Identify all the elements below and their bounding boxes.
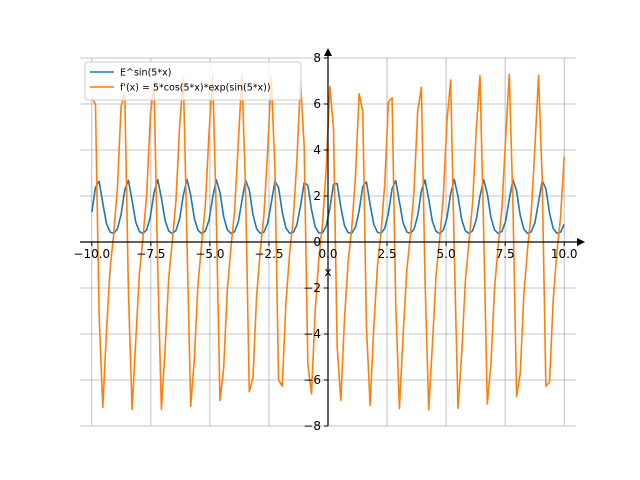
x-axis-arrow (577, 238, 585, 246)
x-tick-label-0: −10.0 (73, 247, 110, 261)
x-axis-label: x (324, 265, 331, 279)
x-tick-label-8: 10.0 (551, 247, 578, 261)
y-axis-arrow (324, 48, 332, 56)
legend-label-series-2: f'(x) = 5*cos(5*x)*exp(sin(5*x)) (120, 83, 271, 94)
y-tick-label-5: 2 (313, 189, 321, 203)
y-tick-label-7: 6 (313, 97, 321, 111)
x-tick-label-2: −5.0 (195, 247, 224, 261)
x-tick-label-6: 5.0 (437, 247, 456, 261)
legend-box (84, 61, 302, 101)
x-tick-label-1: −7.5 (136, 247, 165, 261)
x-tick-label-5: 2.5 (378, 247, 397, 261)
y-tick-label-2: −4 (303, 327, 321, 341)
axes (80, 48, 585, 426)
ticks: −10.0 −7.5 −5.0 −2.5 0.0 2.5 5.0 7.5 10.0 −8 −6 −4 −… (73, 51, 577, 433)
y-tick-label-8: 8 (313, 51, 321, 65)
legend-label-series-1: E^sin(5*x) (120, 68, 171, 79)
y-tick-label-4: 0 (313, 235, 321, 249)
x-tick-label-7: 7.5 (496, 247, 515, 261)
y-tick-label-1: −6 (303, 373, 321, 387)
y-tick-label-3: −2 (303, 281, 321, 295)
y-tick-label-6: 4 (313, 143, 321, 157)
x-tick-label-3: −2.5 (254, 247, 283, 261)
y-tick-label-0: −8 (303, 419, 321, 433)
legend: E^sin(5*x) f'(x) = 5*cos(5*x)*exp(sin(5*… (84, 61, 302, 101)
x-tick-label-4: 0.0 (318, 247, 337, 261)
